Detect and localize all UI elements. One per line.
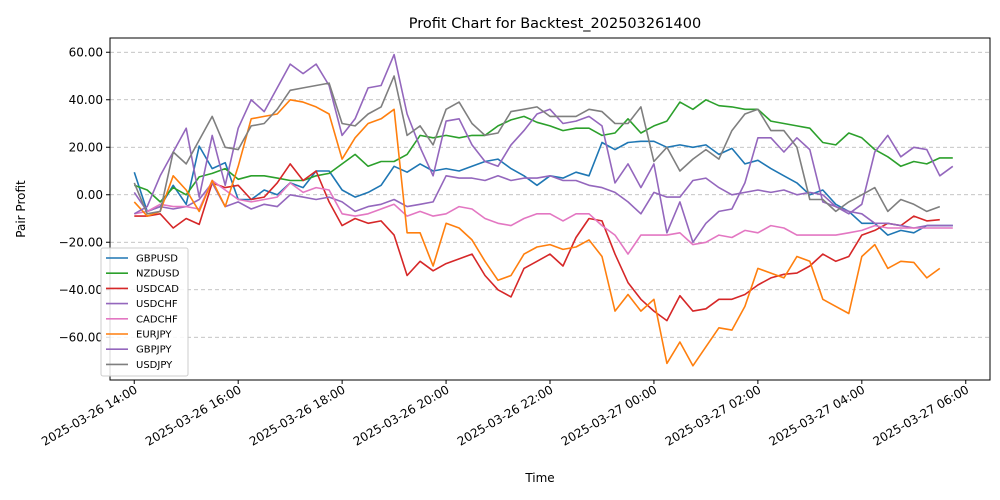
y-tick-label: −20.00 [59, 235, 103, 249]
series-lines [133, 53, 954, 367]
series-line-usdchf [133, 175, 953, 229]
legend-label-eurjpy: EURJPY [136, 330, 172, 341]
legend-label-usdchf: USDCHF [136, 299, 178, 310]
chart-title: Profit Chart for Backtest_202503261400 [409, 16, 701, 32]
legend-label-usdcad: USDCAD [136, 284, 179, 295]
series-line-eurjpy [133, 99, 941, 367]
y-tick-label: 0.00 [76, 188, 103, 202]
series-line-cadchf [134, 179, 953, 255]
y-tick-label: 60.00 [69, 45, 103, 59]
y-tick-label: 40.00 [69, 93, 103, 107]
series-line-usdjpy [133, 75, 941, 215]
y-tick-label: 20.00 [69, 140, 103, 154]
x-axis-title: Time [524, 471, 554, 485]
legend-label-gbpusd: GBPUSD [136, 254, 178, 265]
y-axis-title: Pair Profit [14, 180, 28, 238]
legend-label-usdjpy: USDJPY [136, 360, 173, 371]
y-tick-label: −60.00 [59, 330, 103, 344]
legend-label-nzdusd: NZDUSD [136, 269, 180, 280]
y-tick-label: −40.00 [59, 283, 103, 297]
y-axis: −60.00 −40.00 −20.00 0.00 20.00 40.00 60.00 [59, 45, 110, 344]
legend: GBPUSD NZDUSD USDCAD USDCHF CADCHF EURJPY GBPJ… [100, 247, 189, 377]
series-line-nzdusd [134, 99, 953, 203]
legend-frame [100, 247, 189, 377]
legend-label-gbpjpy: GBPJPY [136, 345, 172, 356]
legend-label-cadchf: CADCHF [136, 314, 178, 325]
series-line-gbpusd [133, 140, 953, 236]
series-line-usdcad [134, 163, 940, 322]
